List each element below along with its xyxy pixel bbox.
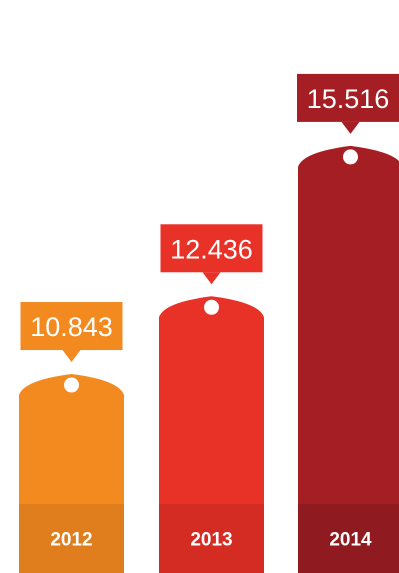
x-tick-label: 2014 — [329, 530, 372, 551]
bar-hole — [204, 299, 219, 315]
x-tick-label: 2012 — [50, 530, 92, 551]
value-tag-pointer — [341, 121, 360, 134]
bar-base-2013 — [159, 504, 264, 573]
data-label: 15.516 — [307, 84, 390, 114]
value-tag — [160, 224, 263, 273]
value-tag-pointer — [62, 350, 81, 363]
value-tag-pointer — [202, 272, 221, 285]
data-label: 10.843 — [30, 312, 113, 342]
bar-base-2012 — [19, 504, 124, 573]
bar-2014 — [298, 145, 399, 573]
bar-2013 — [159, 296, 264, 573]
bar-base-2014 — [298, 504, 399, 573]
bar-hole — [64, 377, 79, 393]
x-tick-label: 2013 — [190, 530, 232, 551]
data-label: 12.436 — [170, 234, 253, 264]
value-tag — [297, 73, 399, 122]
value-tag — [20, 302, 123, 351]
bar-hole — [343, 149, 358, 165]
